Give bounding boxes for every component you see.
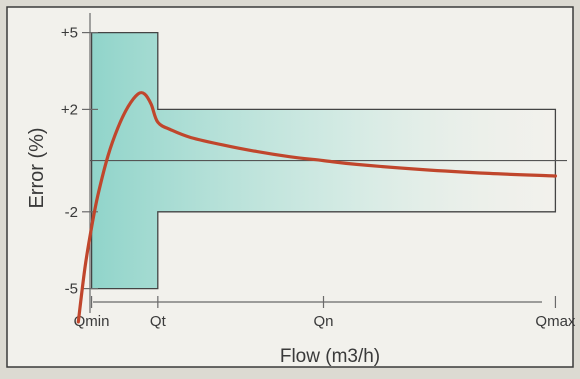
x-tick-label: Qt	[150, 313, 167, 330]
x-axis-label: Flow (m3/h)	[280, 346, 380, 367]
y-tick-label: +2	[61, 101, 78, 118]
y-tick-label: -2	[65, 204, 78, 221]
x-tick-label: Qn	[313, 313, 333, 330]
y-tick-label: -5	[65, 281, 78, 298]
x-tick-label: Qmax	[535, 313, 576, 330]
y-axis-label: Error (%)	[26, 127, 48, 208]
x-tick-label: Qmin	[74, 313, 110, 330]
y-tick-label: +5	[61, 25, 78, 42]
error-curve	[76, 90, 557, 324]
